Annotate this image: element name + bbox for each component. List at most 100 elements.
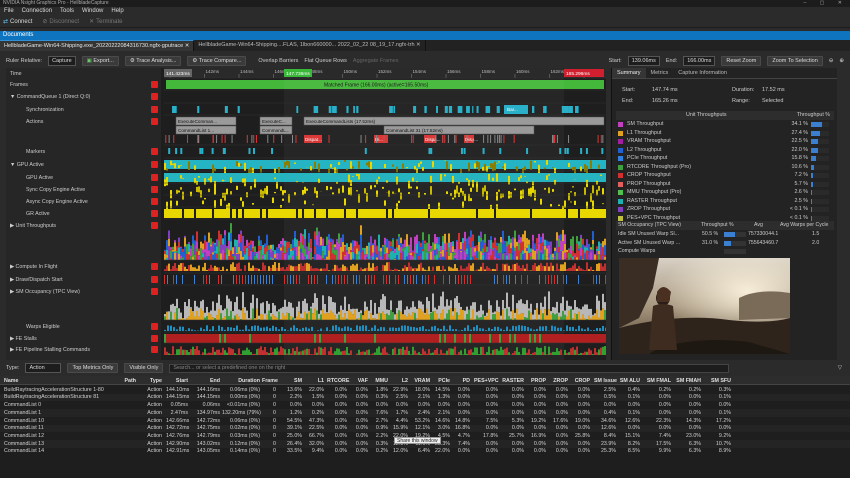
marker-tick[interactable]	[463, 148, 466, 154]
action-tick[interactable]	[411, 135, 413, 143]
reset-zoom-button[interactable]: Reset Zoom	[721, 55, 762, 66]
table-row[interactable]: CommandList 14 Action 142.91ms 143.05ms 0.14…	[0, 448, 850, 456]
gr-active-bar[interactable]	[164, 209, 606, 218]
sync-mark[interactable]	[448, 106, 453, 113]
dispatch-block[interactable]	[374, 135, 388, 143]
timeline-row-label[interactable]: ▼ CommandQueue 1 (Direct Q:0)	[6, 91, 161, 103]
throughput-row[interactable]: CROP Throughput 7.2 %	[616, 171, 834, 180]
sync-block[interactable]	[504, 105, 528, 114]
action-tick[interactable]	[600, 135, 602, 143]
ruler-marker[interactable]	[164, 69, 192, 77]
trace-analysis-button[interactable]: ⚙ Trace Analysis...	[124, 55, 182, 66]
action-tick[interactable]	[513, 135, 515, 143]
marker-tick[interactable]	[252, 148, 255, 154]
column-header[interactable]: SM FMAH	[676, 377, 701, 384]
row-pin-icon[interactable]	[151, 222, 158, 229]
action-tick[interactable]	[447, 135, 449, 143]
action-tick[interactable]	[291, 135, 293, 143]
marker-tick[interactable]	[559, 148, 562, 154]
marker-tick[interactable]	[460, 148, 463, 154]
action-tick[interactable]	[553, 135, 555, 143]
sync-mark[interactable]	[237, 106, 240, 113]
sync-mark[interactable]	[296, 106, 299, 113]
start-input[interactable]: 139.06ms	[627, 55, 660, 66]
options-icon[interactable]: ⊕	[839, 57, 844, 64]
marker-tick[interactable]	[580, 148, 583, 154]
marker-tick[interactable]	[564, 148, 567, 154]
column-header[interactable]: MMU	[375, 377, 388, 384]
sync-mark[interactable]	[332, 106, 337, 113]
timeline-row-label[interactable]: ▶ Unit Throughputs	[6, 220, 161, 232]
track-area[interactable]: 140ms142ms144ms146ms148ms150ms152ms154ms…	[164, 68, 607, 360]
action-tick[interactable]	[442, 135, 444, 143]
throughput-row[interactable]: ZROP Throughput < 0.1 %	[616, 205, 834, 214]
menu-window[interactable]: Window	[82, 8, 104, 14]
action-tick[interactable]	[376, 135, 378, 143]
sync-mark[interactable]	[457, 106, 463, 113]
action-tick[interactable]	[198, 135, 200, 143]
tab-capture-information[interactable]: Capture Information	[678, 70, 727, 76]
row-pin-icon[interactable]	[151, 148, 158, 155]
tab-gputrace[interactable]: HellbladeGame-Win64-Shipping.exe_2022022…	[0, 40, 195, 51]
sync-mark[interactable]	[564, 106, 569, 113]
throughput-row[interactable]: RASTER Throughput 2.5 %	[616, 197, 834, 206]
column-header[interactable]: Path	[124, 377, 136, 384]
sync-mark[interactable]	[466, 106, 469, 113]
sync-mark[interactable]	[485, 106, 491, 113]
sm-occupancy-row[interactable]: Idle SM Unused Warp Sl... 50.5 % 757330044…	[616, 230, 834, 239]
action-tick[interactable]	[472, 135, 474, 143]
tab-summary[interactable]: Summary	[612, 68, 646, 78]
column-header[interactable]: Name	[4, 377, 19, 384]
throughput-row[interactable]: PROP Throughput 5.7 %	[616, 180, 834, 189]
ruler-relative-select[interactable]: Capture	[48, 55, 76, 66]
marker-tick[interactable]	[180, 148, 183, 154]
action-tick[interactable]	[497, 135, 499, 143]
action-block[interactable]	[175, 116, 237, 126]
marker-tick[interactable]	[526, 148, 529, 154]
action-tick[interactable]	[197, 135, 199, 143]
timeline-row-label[interactable]: GR Active	[6, 208, 161, 220]
table-row[interactable]: CommandList 12 Action 142.76ms 142.79ms 0.03…	[0, 432, 850, 440]
sync-mark[interactable]	[353, 106, 355, 113]
action-tick[interactable]	[224, 135, 226, 143]
export-button[interactable]: ▣ Export...	[81, 55, 119, 66]
throughput-row[interactable]: RTCORE Throughput (Pro) 10.6 %	[616, 163, 834, 172]
action-tick[interactable]	[365, 135, 367, 143]
action-tick[interactable]	[221, 135, 223, 143]
type-select[interactable]: Action	[25, 363, 62, 373]
sync-mark[interactable]	[576, 106, 579, 113]
dispatch-block[interactable]	[464, 135, 474, 143]
dispatch-block[interactable]	[304, 135, 322, 143]
timeline-row-label[interactable]: Markers	[6, 146, 161, 158]
column-header[interactable]: ZROP	[553, 377, 568, 384]
row-pin-icon[interactable]	[151, 93, 158, 100]
marker-tick[interactable]	[499, 148, 502, 154]
connect-button[interactable]: ⇄ Connect	[3, 18, 32, 26]
sync-mark[interactable]	[531, 106, 535, 113]
column-header[interactable]: PD	[462, 377, 470, 384]
table-row[interactable]: CommandList 11 Action 142.72ms 142.75ms 0.02…	[0, 424, 850, 433]
row-pin-icon[interactable]	[151, 106, 158, 113]
zoom-to-selection-button[interactable]: Zoom To Selection	[767, 55, 823, 66]
column-header[interactable]: VAF	[357, 377, 368, 384]
visible-only-button[interactable]: Visible Only	[124, 363, 164, 373]
column-header[interactable]: VRAM	[414, 377, 430, 384]
action-tick[interactable]	[165, 135, 167, 143]
terminate-button[interactable]: ✕ Terminate	[89, 18, 122, 26]
marker-tick[interactable]	[211, 148, 214, 154]
sync-mark[interactable]	[393, 106, 396, 113]
sync-mark[interactable]	[424, 106, 427, 113]
timeline-row-label[interactable]: GPU Active	[6, 172, 161, 184]
timeline-row-label[interactable]: Synchronization	[6, 104, 161, 116]
sync-mark[interactable]	[346, 106, 349, 113]
action-block[interactable]	[175, 125, 237, 135]
sync-mark[interactable]	[314, 106, 317, 113]
column-header[interactable]: CROP	[574, 377, 590, 384]
row-pin-icon[interactable]	[151, 186, 158, 193]
timeline-tracks[interactable]: 140ms142ms144ms146ms148ms150ms152ms154ms…	[164, 68, 607, 360]
action-tick[interactable]	[328, 135, 330, 143]
column-header[interactable]: RASTER	[502, 377, 524, 384]
marker-tick[interactable]	[482, 148, 485, 154]
action-block[interactable]	[303, 116, 605, 126]
action-tick[interactable]	[251, 135, 253, 143]
